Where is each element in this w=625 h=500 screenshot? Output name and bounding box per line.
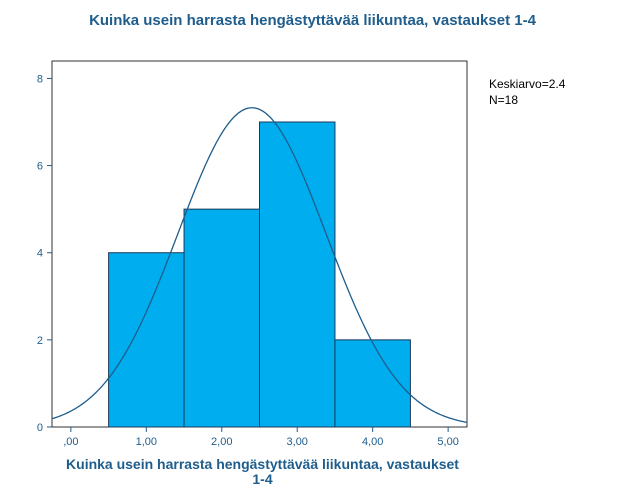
- y-tick-label: 8: [37, 73, 43, 85]
- x-tick-label: 1,00: [136, 436, 157, 448]
- x-tick-label: 3,00: [287, 436, 308, 448]
- histogram-bar-2: [183, 208, 260, 428]
- n-stat: N=18: [489, 93, 519, 107]
- y-tick-label: 6: [37, 161, 43, 173]
- x-axis-label: Kuinka usein harrasta hengästyttävää lii…: [66, 456, 459, 487]
- y-tick-label: 2: [37, 335, 43, 347]
- histogram-bar-1: [108, 252, 185, 428]
- histogram-bar-3: [259, 121, 336, 428]
- stats-legend: Keskiarvo=2.4 N=18: [489, 76, 565, 108]
- x-tick-label: ,00: [63, 436, 78, 448]
- x-tick-label: 4,00: [362, 436, 383, 448]
- x-tick-label: 2,00: [211, 436, 232, 448]
- mean-stat: Keskiarvo=2.4: [489, 77, 566, 91]
- chart-title: Kuinka usein harrasta hengästyttävää lii…: [89, 12, 536, 29]
- y-tick-label: 4: [37, 248, 43, 260]
- y-tick-label: 0: [37, 422, 43, 434]
- normal-curve: [51, 107, 468, 423]
- x-tick-label: 5,00: [437, 436, 458, 448]
